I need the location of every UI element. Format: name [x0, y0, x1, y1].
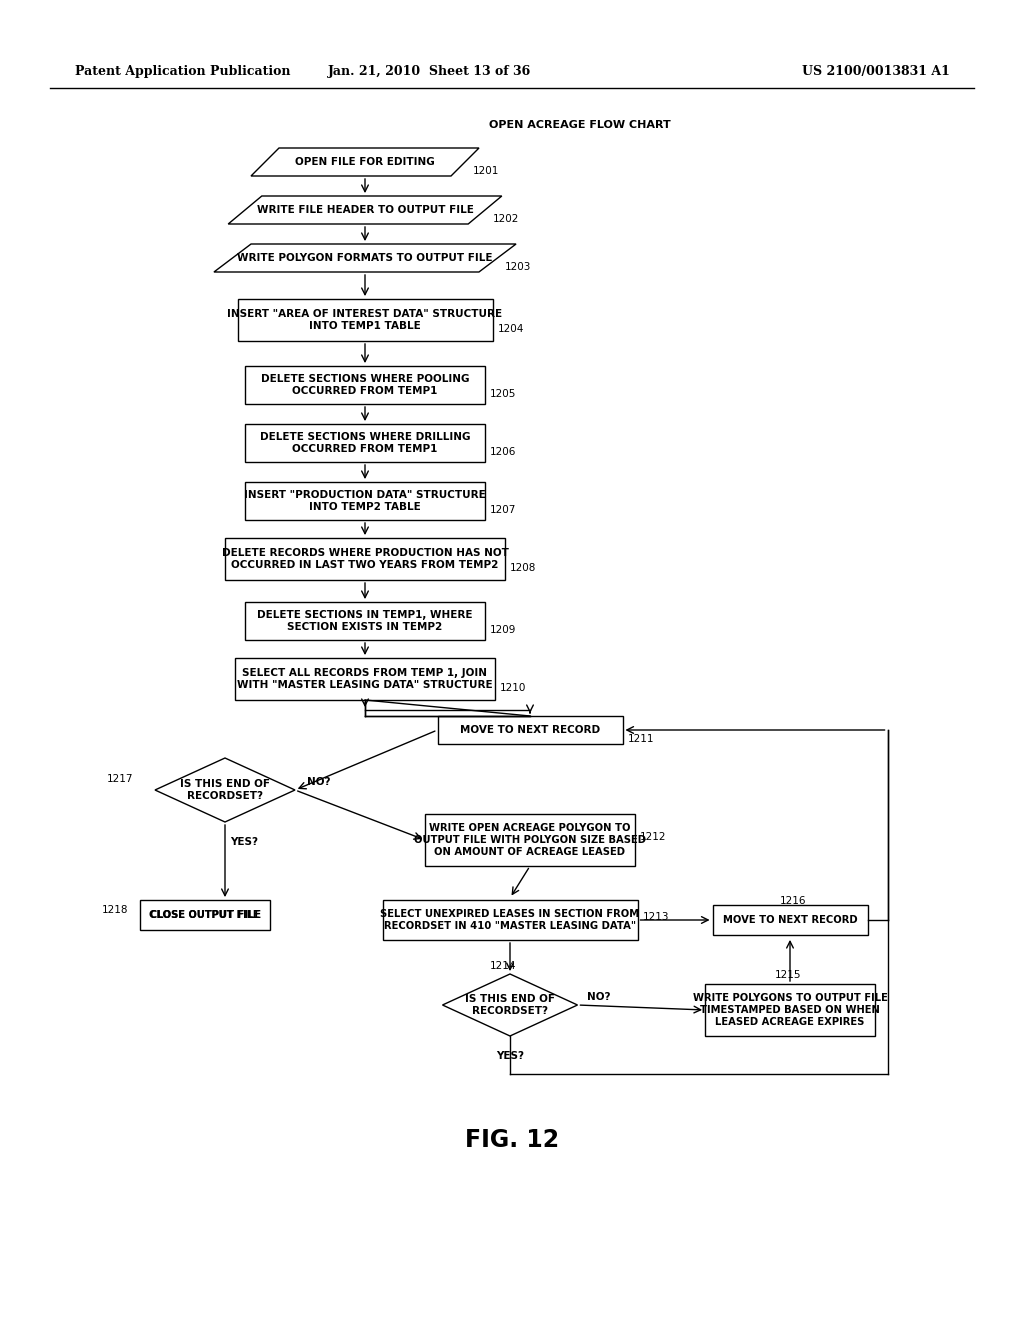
Text: SELECT UNEXPIRED LEASES IN SECTION FROM
RECORDSET IN 410 "MASTER LEASING DATA": SELECT UNEXPIRED LEASES IN SECTION FROM …: [381, 909, 640, 931]
FancyBboxPatch shape: [245, 602, 485, 640]
Text: 1210: 1210: [500, 682, 526, 693]
Text: 1208: 1208: [510, 564, 537, 573]
FancyBboxPatch shape: [225, 539, 505, 579]
Text: NO?: NO?: [307, 777, 331, 787]
FancyBboxPatch shape: [245, 482, 485, 520]
Text: DELETE SECTIONS IN TEMP1, WHERE
SECTION EXISTS IN TEMP2: DELETE SECTIONS IN TEMP1, WHERE SECTION …: [257, 610, 473, 632]
Text: 1206: 1206: [490, 447, 516, 457]
Text: 1217: 1217: [106, 774, 133, 784]
Text: 1213: 1213: [642, 912, 669, 921]
Text: 1207: 1207: [490, 506, 516, 515]
FancyBboxPatch shape: [238, 300, 493, 341]
Text: WRITE OPEN ACREAGE POLYGON TO
OUTPUT FILE WITH POLYGON SIZE BASED
ON AMOUNT OF A: WRITE OPEN ACREAGE POLYGON TO OUTPUT FIL…: [414, 824, 646, 857]
FancyBboxPatch shape: [234, 657, 495, 700]
Text: INSERT "AREA OF INTEREST DATA" STRUCTURE
INTO TEMP1 TABLE: INSERT "AREA OF INTEREST DATA" STRUCTURE…: [227, 309, 503, 331]
Text: 1204: 1204: [498, 323, 524, 334]
Polygon shape: [214, 244, 516, 272]
Text: OPEN FILE FOR EDITING: OPEN FILE FOR EDITING: [295, 157, 435, 168]
Text: DELETE SECTIONS WHERE DRILLING
OCCURRED FROM TEMP1: DELETE SECTIONS WHERE DRILLING OCCURRED …: [260, 432, 470, 454]
Text: 1212: 1212: [640, 832, 667, 842]
FancyBboxPatch shape: [437, 715, 623, 744]
Text: Jan. 21, 2010  Sheet 13 of 36: Jan. 21, 2010 Sheet 13 of 36: [329, 66, 531, 78]
Polygon shape: [442, 974, 578, 1036]
Polygon shape: [155, 758, 295, 822]
FancyBboxPatch shape: [140, 900, 270, 931]
Text: YES?: YES?: [230, 837, 258, 847]
Text: Patent Application Publication: Patent Application Publication: [75, 66, 291, 78]
FancyBboxPatch shape: [245, 424, 485, 462]
Text: OPEN ACREAGE FLOW CHART: OPEN ACREAGE FLOW CHART: [489, 120, 671, 129]
FancyBboxPatch shape: [383, 900, 638, 940]
Text: INSERT "PRODUCTION DATA" STRUCTURE
INTO TEMP2 TABLE: INSERT "PRODUCTION DATA" STRUCTURE INTO …: [244, 490, 485, 512]
Text: SELECT ALL RECORDS FROM TEMP 1, JOIN
WITH "MASTER LEASING DATA" STRUCTURE: SELECT ALL RECORDS FROM TEMP 1, JOIN WIT…: [238, 668, 493, 690]
Text: CLOSE OUTPUT FILE: CLOSE OUTPUT FILE: [148, 909, 261, 920]
Text: YES?: YES?: [496, 1051, 524, 1061]
FancyBboxPatch shape: [713, 906, 867, 935]
Text: 1201: 1201: [473, 166, 500, 176]
Text: MOVE TO NEXT RECORD: MOVE TO NEXT RECORD: [723, 915, 857, 925]
Text: 1214: 1214: [490, 961, 516, 972]
Text: 1218: 1218: [102, 906, 128, 915]
Text: WRITE POLYGONS TO OUTPUT FILE
TIMESTAMPED BASED ON WHEN
LEASED ACREAGE EXPIRES: WRITE POLYGONS TO OUTPUT FILE TIMESTAMPE…: [692, 994, 888, 1027]
Text: WRITE POLYGON FORMATS TO OUTPUT FILE: WRITE POLYGON FORMATS TO OUTPUT FILE: [238, 253, 493, 263]
Polygon shape: [228, 195, 502, 224]
Text: MOVE TO NEXT RECORD: MOVE TO NEXT RECORD: [460, 725, 600, 735]
Text: 1202: 1202: [493, 214, 519, 224]
Text: FIG. 12: FIG. 12: [465, 1129, 559, 1152]
Text: NO?: NO?: [588, 993, 611, 1002]
Text: 1215: 1215: [775, 970, 802, 979]
Text: DELETE SECTIONS WHERE POOLING
OCCURRED FROM TEMP1: DELETE SECTIONS WHERE POOLING OCCURRED F…: [261, 374, 469, 396]
Text: 1216: 1216: [780, 896, 807, 906]
FancyBboxPatch shape: [705, 983, 874, 1036]
Text: US 2100/0013831 A1: US 2100/0013831 A1: [802, 66, 950, 78]
FancyBboxPatch shape: [245, 366, 485, 404]
Text: 1205: 1205: [490, 389, 516, 399]
Text: DELETE RECORDS WHERE PRODUCTION HAS NOT
OCCURRED IN LAST TWO YEARS FROM TEMP2: DELETE RECORDS WHERE PRODUCTION HAS NOT …: [221, 548, 509, 570]
Text: 1209: 1209: [490, 624, 516, 635]
Text: 1211: 1211: [628, 734, 654, 744]
Text: WRITE FILE HEADER TO OUTPUT FILE: WRITE FILE HEADER TO OUTPUT FILE: [257, 205, 473, 215]
Text: CLOSE OUTPUT FILE: CLOSE OUTPUT FILE: [151, 909, 260, 920]
Polygon shape: [251, 148, 479, 176]
Text: IS THIS END OF
RECORDSET?: IS THIS END OF RECORDSET?: [465, 994, 555, 1016]
FancyBboxPatch shape: [425, 814, 635, 866]
Text: IS THIS END OF
RECORDSET?: IS THIS END OF RECORDSET?: [180, 779, 270, 801]
Text: 1203: 1203: [505, 261, 531, 272]
